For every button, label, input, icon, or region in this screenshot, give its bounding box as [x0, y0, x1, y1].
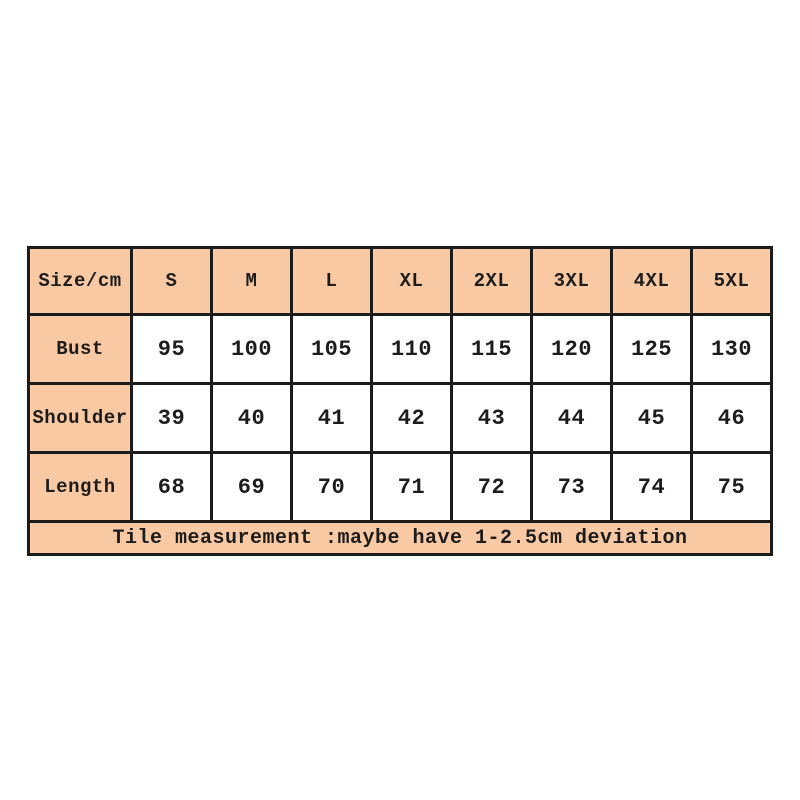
row-label-length: Length — [27, 451, 133, 523]
size-chart: Size/cm S M L XL 2XL 3XL 4XL 5XL Bust 95… — [27, 246, 773, 556]
row-label-shoulder: Shoulder — [27, 382, 133, 454]
measurement-deviation-note: Tile measurement :maybe have 1-2.5cm dev… — [27, 520, 773, 556]
table-row-length: Length 68 69 70 71 72 73 74 75 — [27, 451, 773, 523]
bust-value: 110 — [370, 313, 453, 385]
header-cell-4xl: 4XL — [610, 246, 693, 316]
shoulder-value: 46 — [690, 382, 773, 454]
bust-value: 100 — [210, 313, 293, 385]
shoulder-value: 40 — [210, 382, 293, 454]
header-cell-l: L — [290, 246, 373, 316]
bust-value: 95 — [130, 313, 213, 385]
bust-value: 130 — [690, 313, 773, 385]
length-value: 71 — [370, 451, 453, 523]
bust-value: 125 — [610, 313, 693, 385]
length-value: 68 — [130, 451, 213, 523]
length-value: 69 — [210, 451, 293, 523]
bust-value: 105 — [290, 313, 373, 385]
table-row-shoulder: Shoulder 39 40 41 42 43 44 45 46 — [27, 382, 773, 454]
shoulder-value: 45 — [610, 382, 693, 454]
length-value: 70 — [290, 451, 373, 523]
header-cell-3xl: 3XL — [530, 246, 613, 316]
shoulder-value: 39 — [130, 382, 213, 454]
shoulder-value: 43 — [450, 382, 533, 454]
length-value: 73 — [530, 451, 613, 523]
size-chart-table: Size/cm S M L XL 2XL 3XL 4XL 5XL Bust 95… — [27, 246, 773, 556]
header-cell-s: S — [130, 246, 213, 316]
shoulder-value: 42 — [370, 382, 453, 454]
length-value: 74 — [610, 451, 693, 523]
table-row-bust: Bust 95 100 105 110 115 120 125 130 — [27, 313, 773, 385]
header-cell-m: M — [210, 246, 293, 316]
header-cell-2xl: 2XL — [450, 246, 533, 316]
row-label-bust: Bust — [27, 313, 133, 385]
length-value: 75 — [690, 451, 773, 523]
header-cell-size-cm: Size/cm — [27, 246, 133, 316]
bust-value: 120 — [530, 313, 613, 385]
shoulder-value: 44 — [530, 382, 613, 454]
bust-value: 115 — [450, 313, 533, 385]
footer-row: Tile measurement :maybe have 1-2.5cm dev… — [27, 520, 773, 556]
header-cell-5xl: 5XL — [690, 246, 773, 316]
header-row: Size/cm S M L XL 2XL 3XL 4XL 5XL — [27, 246, 773, 316]
length-value: 72 — [450, 451, 533, 523]
header-cell-xl: XL — [370, 246, 453, 316]
shoulder-value: 41 — [290, 382, 373, 454]
